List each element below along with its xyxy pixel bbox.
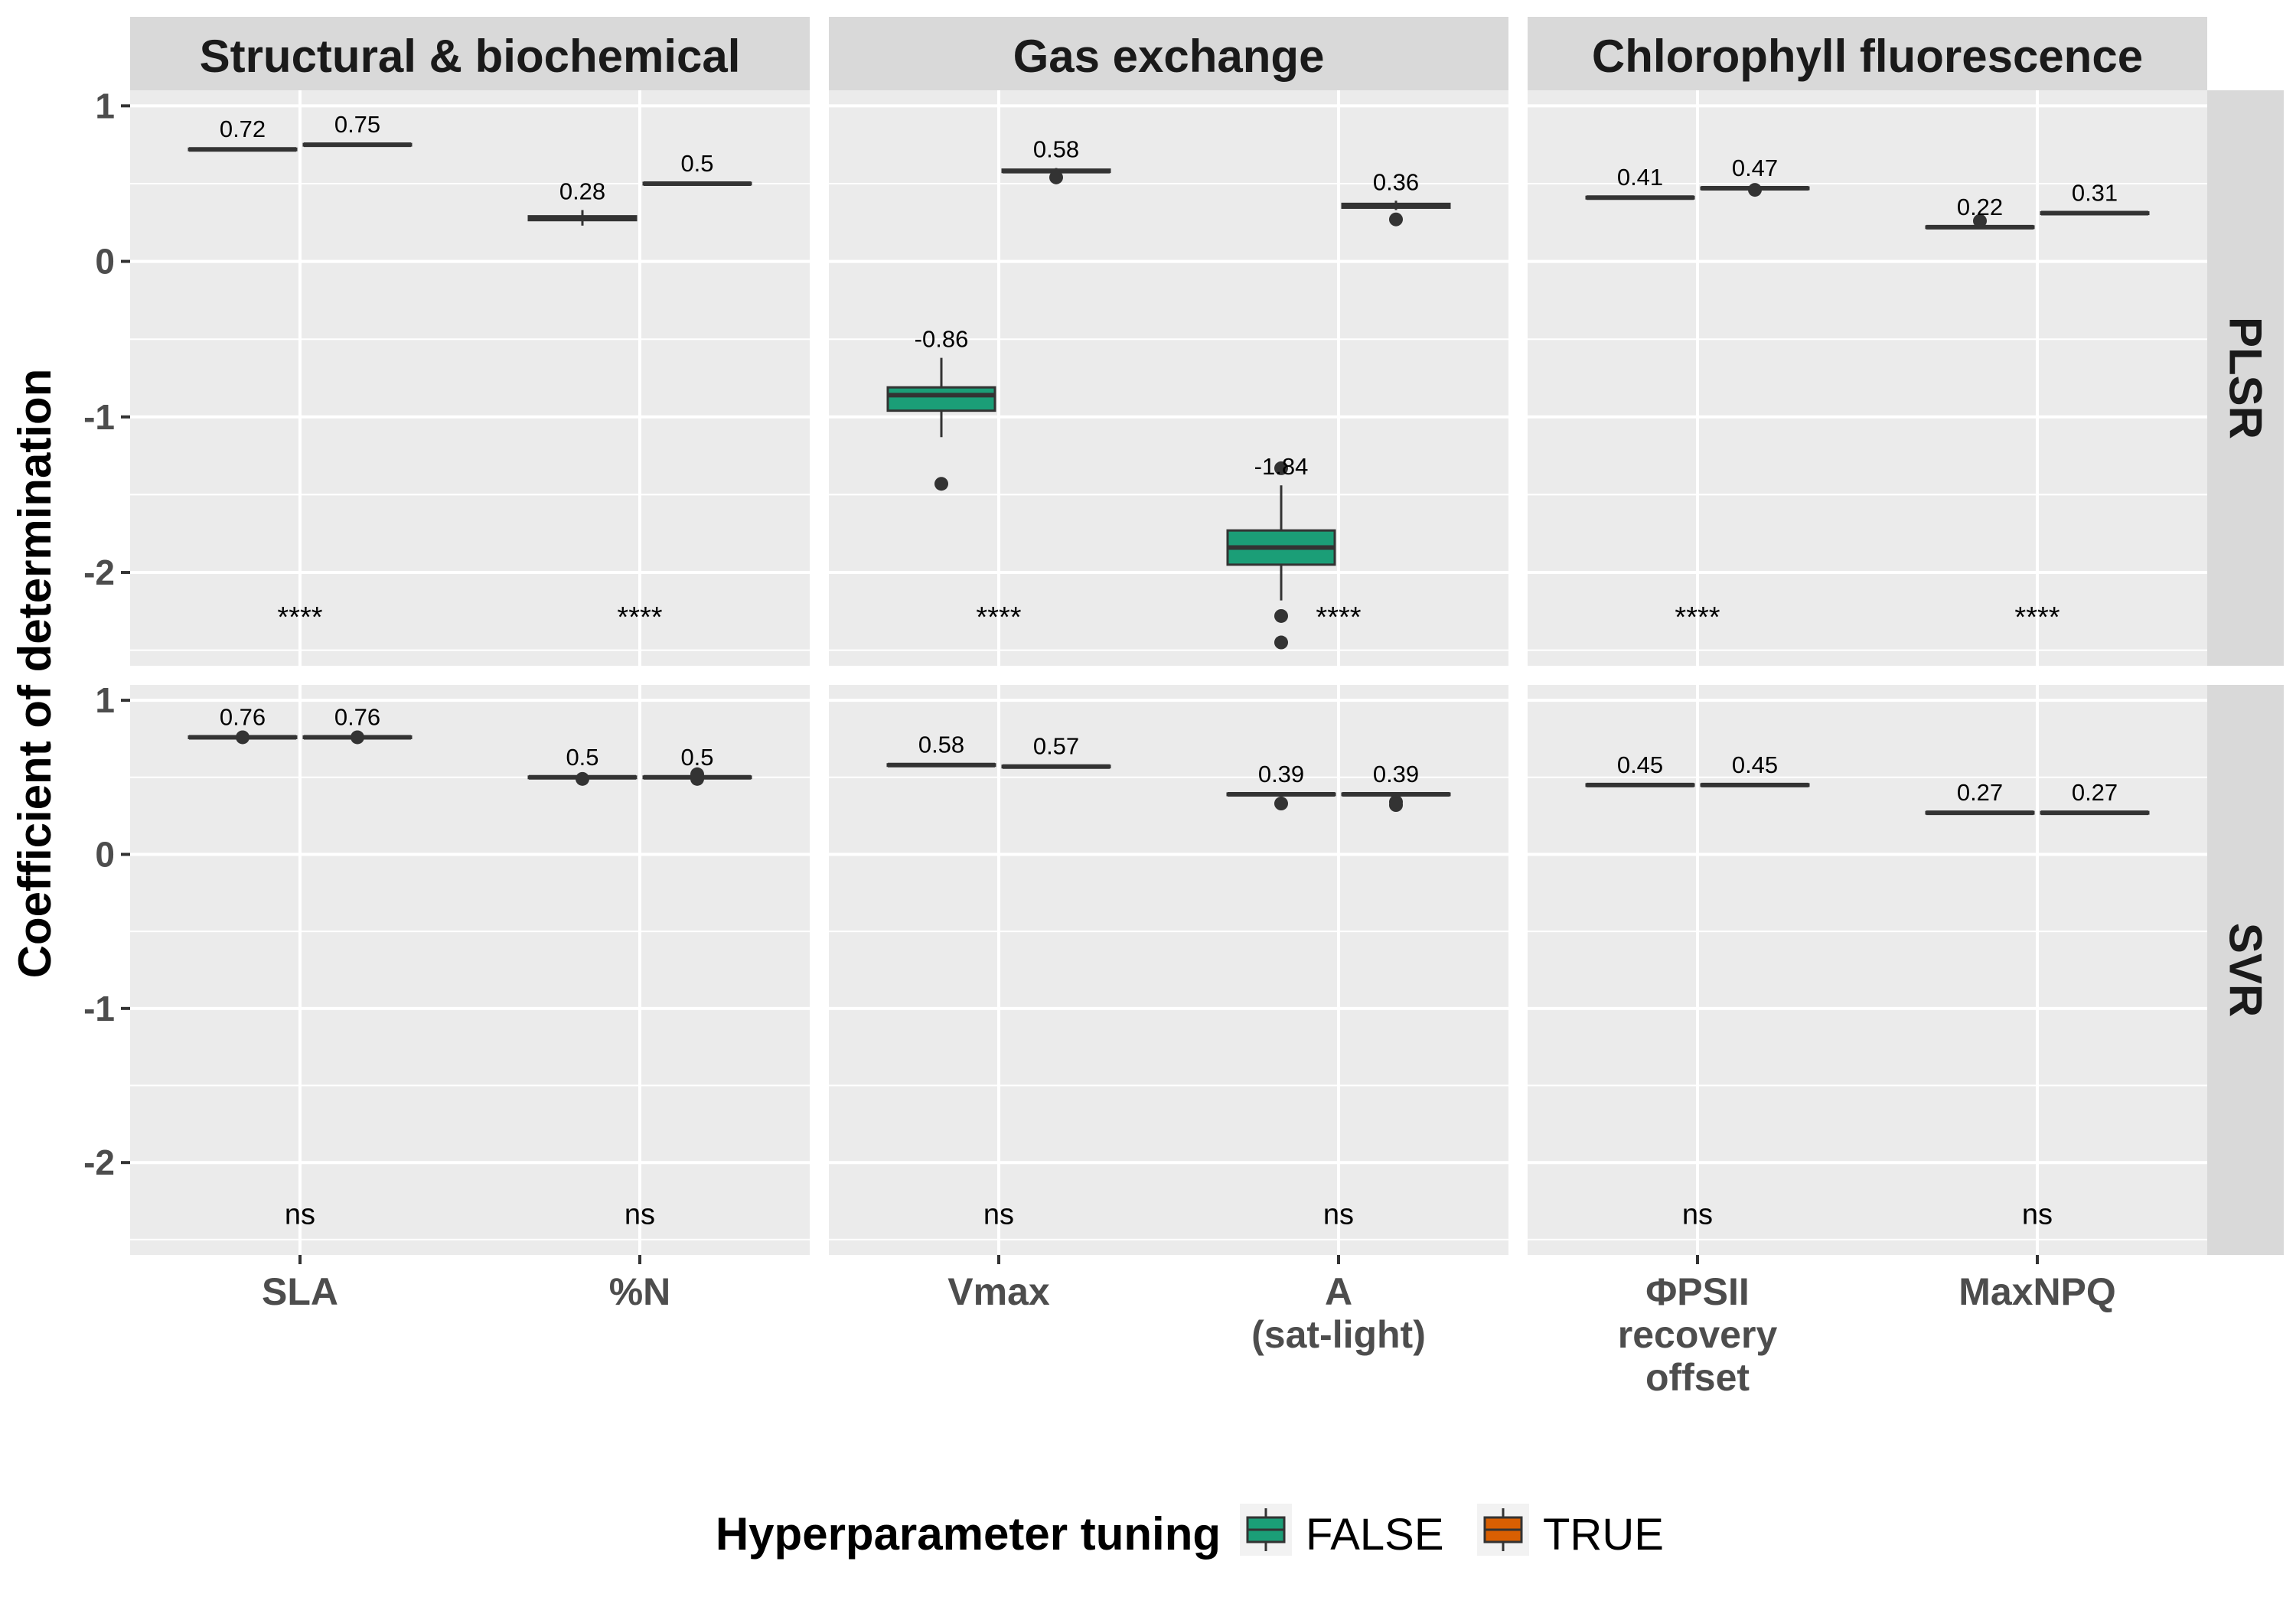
legend-title: Hyperparameter tuning	[716, 1508, 1221, 1560]
median-value-label: 0.57	[1033, 733, 1079, 760]
row-strip	[2207, 685, 2284, 1255]
x-tick-label: Vmax	[947, 1270, 1050, 1313]
column-strip	[130, 17, 810, 90]
column-strip	[1528, 17, 2207, 90]
row-strip	[2207, 90, 2284, 666]
y-tick-label: -1	[83, 989, 115, 1028]
median-value-label: 0.47	[1732, 155, 1778, 181]
box-outlier	[236, 730, 249, 745]
y-tick-label: 0	[95, 834, 115, 874]
panel-background	[130, 90, 810, 666]
median-value-label: 0.75	[334, 111, 380, 138]
median-value-label: -1.84	[1254, 453, 1309, 480]
legend-entry-label: FALSE	[1306, 1510, 1444, 1560]
significance-label: ****	[976, 601, 1021, 634]
y-axis-label: Coefficient of determination	[9, 369, 60, 979]
box-outlier	[934, 477, 948, 491]
legend: Hyperparameter tuning FALSE TRUE	[716, 1504, 1664, 1560]
median-value-label: 0.39	[1258, 761, 1304, 787]
median-value-label: 0.58	[918, 732, 964, 758]
y-tick-label: 1	[95, 86, 115, 125]
y-tick-label: 0	[95, 242, 115, 282]
box-outlier	[1389, 212, 1403, 227]
median-value-label: 0.36	[1373, 168, 1419, 195]
box-outlier	[1049, 170, 1063, 184]
median-value-label: -0.86	[915, 326, 969, 353]
median-value-label: 0.45	[1617, 751, 1663, 778]
x-tick-label: ΦPSII recovery offset	[1618, 1270, 1778, 1399]
significance-label: ****	[2014, 601, 2060, 634]
median-value-label: 0.5	[680, 744, 713, 771]
significance-label: ns	[1323, 1199, 1354, 1231]
median-value-label: 0.5	[680, 150, 713, 177]
column-strip-label: Structural & biochemical	[200, 31, 741, 82]
box-outlier	[1748, 183, 1762, 197]
box-outlier	[1274, 635, 1288, 650]
panels-layer: **** 0.72 0.75 **** 0.28 0.5 **** -0.86 0.58 ****…	[130, 90, 2207, 1255]
box-outlier	[576, 771, 589, 786]
median-value-label: 0.31	[2072, 180, 2118, 207]
median-value-label: 0.27	[2072, 779, 2118, 806]
median-value-label: 0.76	[334, 703, 380, 730]
median-value-label: 0.5	[566, 744, 598, 771]
column-strip	[829, 17, 1508, 90]
axes-layer: 1 0 -1 -2 1 0 -1 -2 SLA %N Vmax A (sat-light) ΦPSII re…	[83, 86, 2116, 1399]
x-tick-label: %N	[609, 1270, 671, 1313]
column-strip-label: Gas exchange	[1013, 31, 1325, 82]
median-value-label: 0.22	[1957, 194, 2003, 220]
significance-label: ****	[277, 601, 322, 634]
significance-label: ns	[625, 1199, 655, 1231]
x-tick-label: MaxNPQ	[1958, 1270, 2116, 1313]
panel-background	[1528, 90, 2207, 666]
median-value-label: 0.45	[1732, 751, 1778, 778]
significance-label: ns	[2022, 1199, 2053, 1231]
median-value-label: 0.39	[1373, 761, 1419, 787]
significance-label: ****	[1316, 601, 1361, 634]
row-strip-label: SVR	[2220, 923, 2272, 1017]
median-value-label: 0.76	[220, 703, 266, 730]
median-value-label: 0.72	[220, 116, 266, 142]
significance-label: ns	[285, 1199, 315, 1231]
legend-entry-label: TRUE	[1543, 1510, 1664, 1560]
panel-background	[1528, 685, 2207, 1255]
box-outlier	[690, 767, 704, 781]
y-tick-label: -2	[83, 1143, 115, 1182]
strips-layer: Structural & biochemical Gas exchange Chlo…	[130, 17, 2284, 1255]
column-strip-label: Chlorophyll fluorescence	[1592, 31, 2143, 82]
median-value-label: 0.41	[1617, 164, 1663, 191]
median-value-label: 0.27	[1957, 779, 2003, 806]
panel-background	[829, 685, 1508, 1255]
box-body	[886, 386, 996, 412]
significance-label: ****	[1675, 601, 1720, 634]
box-outlier	[1973, 214, 1987, 228]
significance-label: ns	[983, 1199, 1014, 1231]
box-outlier	[1274, 461, 1288, 475]
x-tick-label: A (sat-light)	[1251, 1270, 1426, 1356]
box-outlier	[351, 730, 364, 745]
median-value-label: 0.58	[1033, 136, 1079, 163]
x-tick-label: SLA	[262, 1270, 338, 1313]
median-value-label: 0.28	[559, 178, 605, 204]
row-strip-label: PLSR	[2220, 317, 2272, 439]
y-tick-label: 1	[95, 680, 115, 720]
y-tick-label: -1	[83, 397, 115, 437]
significance-label: ****	[617, 601, 662, 634]
significance-label: ns	[1682, 1199, 1713, 1231]
box-outlier	[1274, 608, 1288, 623]
box-outlier	[1274, 797, 1288, 811]
box-outlier	[1389, 795, 1403, 810]
y-tick-label: -2	[83, 553, 115, 592]
